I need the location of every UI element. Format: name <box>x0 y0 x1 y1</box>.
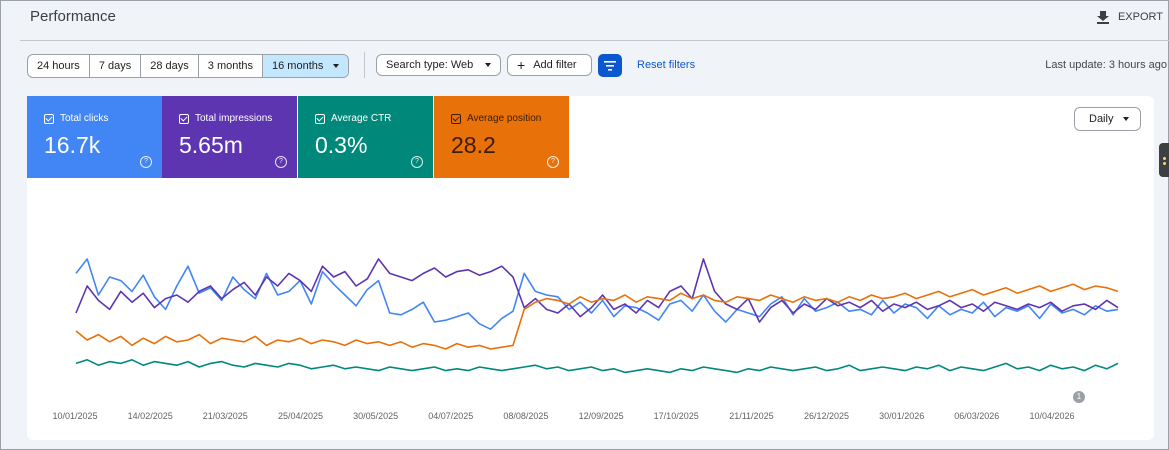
range-28-days[interactable]: 28 days <box>141 55 199 77</box>
x-axis-tick-label: 26/12/2025 <box>804 411 849 421</box>
metric-label: Total clicks <box>60 113 109 124</box>
series-line-average-position <box>75 283 1119 350</box>
reset-filters-link[interactable]: Reset filters <box>637 59 696 71</box>
filter-settings-button[interactable] <box>598 54 622 77</box>
search-type-dropdown[interactable]: Search type: Web <box>376 54 501 76</box>
range-7-days[interactable]: 7 days <box>90 55 142 77</box>
toolbar-separator <box>364 52 365 78</box>
granularity-dropdown[interactable]: Daily <box>1074 107 1141 131</box>
annotation-marker[interactable]: 1 <box>1073 391 1085 403</box>
range-16-months-label: 16 months <box>272 60 324 72</box>
checkbox-icon[interactable] <box>315 113 325 124</box>
x-axis-tick-label: 10/04/2026 <box>1029 411 1074 421</box>
x-axis-tick-label: 21/11/2025 <box>729 411 773 421</box>
chevron-down-icon <box>1123 117 1129 121</box>
page-title: Performance <box>30 8 116 25</box>
plus-icon: + <box>517 57 526 73</box>
checkbox-icon[interactable] <box>451 113 461 124</box>
date-range-selector: 24 hours 7 days 28 days 3 months 16 mont… <box>27 54 350 78</box>
series-line-total-impressions <box>75 258 1119 323</box>
chevron-down-icon <box>485 63 491 67</box>
x-axis-tick-label: 14/02/2025 <box>128 411 173 421</box>
x-axis-tick-label: 30/01/2026 <box>879 411 924 421</box>
x-axis-tick-label: 08/08/2025 <box>503 411 548 421</box>
granularity-label: Daily <box>1089 113 1114 125</box>
metric-value: 0.3% <box>315 132 368 158</box>
search-type-label: Search type: Web <box>386 59 474 71</box>
header-divider <box>20 40 1169 41</box>
range-3-months[interactable]: 3 months <box>199 55 264 77</box>
range-16-months[interactable]: 16 months <box>263 55 349 77</box>
last-update-text: Last update: 3 hours ago <box>1045 59 1167 71</box>
metric-label: Average CTR <box>331 113 392 124</box>
help-icon[interactable]: ? <box>140 156 152 168</box>
chevron-down-icon <box>333 64 340 68</box>
series-line-total-clicks <box>75 258 1119 331</box>
metric-average-position[interactable]: Average position 28.2 ? <box>434 96 569 178</box>
help-icon[interactable]: ? <box>547 156 559 168</box>
x-axis-tick-label: 04/07/2025 <box>428 411 473 421</box>
metric-total-clicks[interactable]: Total clicks 16.7k ? <box>27 96 162 178</box>
x-axis-tick-label: 06/03/2026 <box>954 411 999 421</box>
filter-icon <box>604 60 616 71</box>
metric-value: 5.65m <box>179 132 243 158</box>
side-panel-handle[interactable] <box>1159 143 1169 177</box>
metric-value: 16.7k <box>44 132 101 158</box>
download-icon <box>1096 11 1109 24</box>
metric-label: Total impressions <box>195 113 273 124</box>
help-icon[interactable]: ? <box>411 156 423 168</box>
add-filter-button[interactable]: + Add filter <box>507 54 592 76</box>
x-axis-tick-label: 30/05/2025 <box>353 411 398 421</box>
x-axis-tick-label: 10/01/2025 <box>52 411 97 421</box>
metric-total-impressions[interactable]: Total impressions 5.65m ? <box>162 96 297 178</box>
x-axis-tick-label: 12/09/2025 <box>579 411 624 421</box>
metric-value: 28.2 <box>451 132 496 158</box>
x-axis-tick-label: 25/04/2025 <box>278 411 323 421</box>
export-button[interactable]: EXPORT <box>1096 10 1163 24</box>
range-24-hours[interactable]: 24 hours <box>28 55 90 77</box>
x-axis-tick-label: 21/03/2025 <box>203 411 248 421</box>
checkbox-icon[interactable] <box>44 113 54 124</box>
export-label: EXPORT <box>1117 11 1163 23</box>
metric-average-ctr[interactable]: Average CTR 0.3% ? <box>298 96 433 178</box>
series-line-average-ctr <box>75 358 1119 374</box>
help-icon[interactable]: ? <box>275 156 287 168</box>
add-filter-label: Add filter <box>533 59 577 71</box>
metric-label: Average position <box>467 113 542 124</box>
x-axis-tick-label: 17/10/2025 <box>654 411 699 421</box>
checkbox-icon[interactable] <box>179 113 189 124</box>
